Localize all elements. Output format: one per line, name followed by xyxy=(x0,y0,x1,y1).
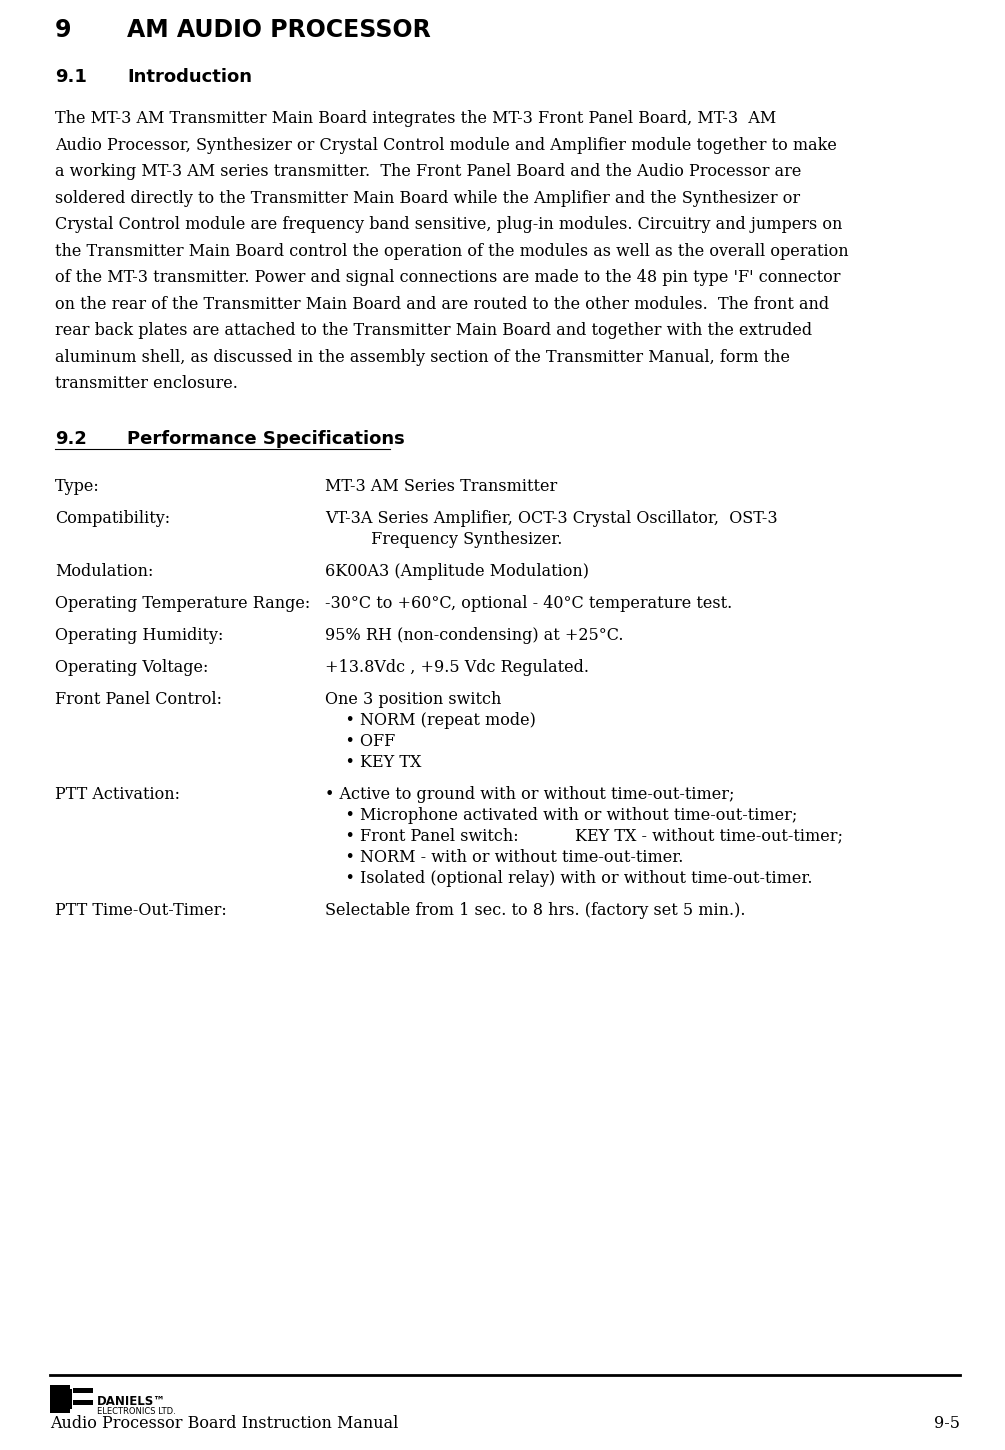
Text: • Microphone activated with or without time-out-timer;: • Microphone activated with or without t… xyxy=(325,806,797,824)
Text: PTT Activation:: PTT Activation: xyxy=(55,786,180,802)
Text: on the rear of the Transmitter Main Board and are routed to the other modules.  : on the rear of the Transmitter Main Boar… xyxy=(55,296,829,313)
Text: -30°C to +60°C, optional - 40°C temperature test.: -30°C to +60°C, optional - 40°C temperat… xyxy=(325,594,733,612)
Text: Introduction: Introduction xyxy=(127,68,252,86)
Text: Selectable from 1 sec. to 8 hrs. (factory set 5 min.).: Selectable from 1 sec. to 8 hrs. (factor… xyxy=(325,902,746,918)
Text: 95% RH (non-condensing) at +25°C.: 95% RH (non-condensing) at +25°C. xyxy=(325,626,623,644)
Text: the Transmitter Main Board control the operation of the modules as well as the o: the Transmitter Main Board control the o… xyxy=(55,242,848,260)
Text: • KEY TX: • KEY TX xyxy=(325,754,421,770)
Text: 6K00A3 (Amplitude Modulation): 6K00A3 (Amplitude Modulation) xyxy=(325,563,589,580)
Text: • Isolated (optional relay) with or without time-out-timer.: • Isolated (optional relay) with or with… xyxy=(325,870,812,886)
Bar xyxy=(73,1388,93,1393)
Text: MT-3 AM Series Transmitter: MT-3 AM Series Transmitter xyxy=(325,477,557,494)
Bar xyxy=(50,1385,59,1412)
Text: 9.2: 9.2 xyxy=(55,429,86,448)
Text: Operating Humidity:: Operating Humidity: xyxy=(55,626,223,644)
Text: Front Panel Control:: Front Panel Control: xyxy=(55,690,222,708)
Text: One 3 position switch: One 3 position switch xyxy=(325,690,501,708)
Text: Audio Processor, Synthesizer or Crystal Control module and Amplifier module toge: Audio Processor, Synthesizer or Crystal … xyxy=(55,136,837,154)
Text: Crystal Control module are frequency band sensitive, plug-in modules. Circuitry : Crystal Control module are frequency ban… xyxy=(55,216,842,233)
Text: Operating Voltage:: Operating Voltage: xyxy=(55,658,208,676)
Text: Operating Temperature Range:: Operating Temperature Range: xyxy=(55,594,311,612)
Text: VT-3A Series Amplifier, OCT-3 Crystal Oscillator,  OST-3: VT-3A Series Amplifier, OCT-3 Crystal Os… xyxy=(325,509,778,526)
Bar xyxy=(73,1401,93,1405)
Text: Compatibility:: Compatibility: xyxy=(55,509,170,526)
Text: +13.8Vdc , +9.5 Vdc Regulated.: +13.8Vdc , +9.5 Vdc Regulated. xyxy=(325,658,589,676)
Text: PTT Time-Out-Timer:: PTT Time-Out-Timer: xyxy=(55,902,227,918)
Bar xyxy=(60,1389,72,1409)
Text: The MT-3 AM Transmitter Main Board integrates the MT-3 Front Panel Board, MT-3  : The MT-3 AM Transmitter Main Board integ… xyxy=(55,110,776,128)
Text: • Active to ground with or without time-out-timer;: • Active to ground with or without time-… xyxy=(325,786,735,802)
Bar xyxy=(50,1385,60,1412)
Text: 9-5: 9-5 xyxy=(934,1415,960,1433)
Text: soldered directly to the Transmitter Main Board while the Amplifier and the Synt: soldered directly to the Transmitter Mai… xyxy=(55,190,800,206)
Text: of the MT-3 transmitter. Power and signal connections are made to the 48 pin typ: of the MT-3 transmitter. Power and signa… xyxy=(55,270,840,286)
Text: DANIELS™: DANIELS™ xyxy=(97,1395,166,1408)
Bar xyxy=(50,1406,70,1412)
Text: Type:: Type: xyxy=(55,477,99,494)
Text: rear back plates are attached to the Transmitter Main Board and together with th: rear back plates are attached to the Tra… xyxy=(55,322,812,339)
Text: Audio Processor Board Instruction Manual: Audio Processor Board Instruction Manual xyxy=(50,1415,398,1433)
Text: a working MT-3 AM series transmitter.  The Front Panel Board and the Audio Proce: a working MT-3 AM series transmitter. Th… xyxy=(55,162,801,180)
Text: • Front Panel switch:           KEY TX - without time-out-timer;: • Front Panel switch: KEY TX - without t… xyxy=(325,828,843,844)
Bar xyxy=(50,1385,70,1391)
Text: Performance Specifications: Performance Specifications xyxy=(127,429,405,448)
Text: • NORM - with or without time-out-timer.: • NORM - with or without time-out-timer. xyxy=(325,848,683,866)
Text: aluminum shell, as discussed in the assembly section of the Transmitter Manual, : aluminum shell, as discussed in the asse… xyxy=(55,348,790,365)
Text: 9: 9 xyxy=(55,17,71,42)
Text: • OFF: • OFF xyxy=(325,732,395,750)
Text: Frequency Synthesizer.: Frequency Synthesizer. xyxy=(325,531,563,548)
Text: AM AUDIO PROCESSOR: AM AUDIO PROCESSOR xyxy=(127,17,431,42)
Text: 9.1: 9.1 xyxy=(55,68,86,86)
Text: transmitter enclosure.: transmitter enclosure. xyxy=(55,376,238,392)
Text: Modulation:: Modulation: xyxy=(55,563,154,580)
Text: ELECTRONICS LTD.: ELECTRONICS LTD. xyxy=(97,1406,176,1417)
Text: • NORM (repeat mode): • NORM (repeat mode) xyxy=(325,712,536,728)
